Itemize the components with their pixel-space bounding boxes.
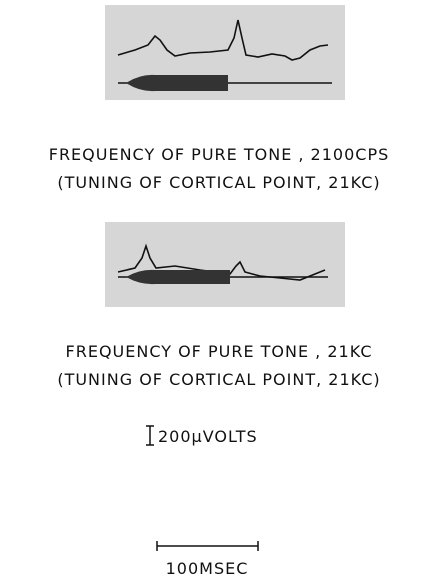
voltage-label: 200μVOLTS [158, 427, 258, 446]
panel-1 [105, 5, 345, 100]
voltage-scale: 200μVOLTS [146, 426, 258, 446]
stimulus-marker [126, 75, 228, 91]
figure: FREQUENCY OF PURE TONE , 2100CPS (TUNING… [0, 0, 439, 580]
caption: FREQUENCY OF PURE TONE , 21KC [66, 342, 373, 361]
time-label: 100MSEC [166, 559, 249, 578]
time-scale: 100MSEC [157, 541, 258, 578]
caption: (TUNING OF CORTICAL POINT, 21KC) [57, 370, 380, 389]
stimulus-marker [126, 270, 230, 284]
trace-background [105, 222, 345, 307]
caption: (TUNING OF CORTICAL POINT, 21KC) [57, 173, 380, 192]
panel-2 [105, 222, 345, 307]
caption: FREQUENCY OF PURE TONE , 2100CPS [49, 145, 390, 164]
